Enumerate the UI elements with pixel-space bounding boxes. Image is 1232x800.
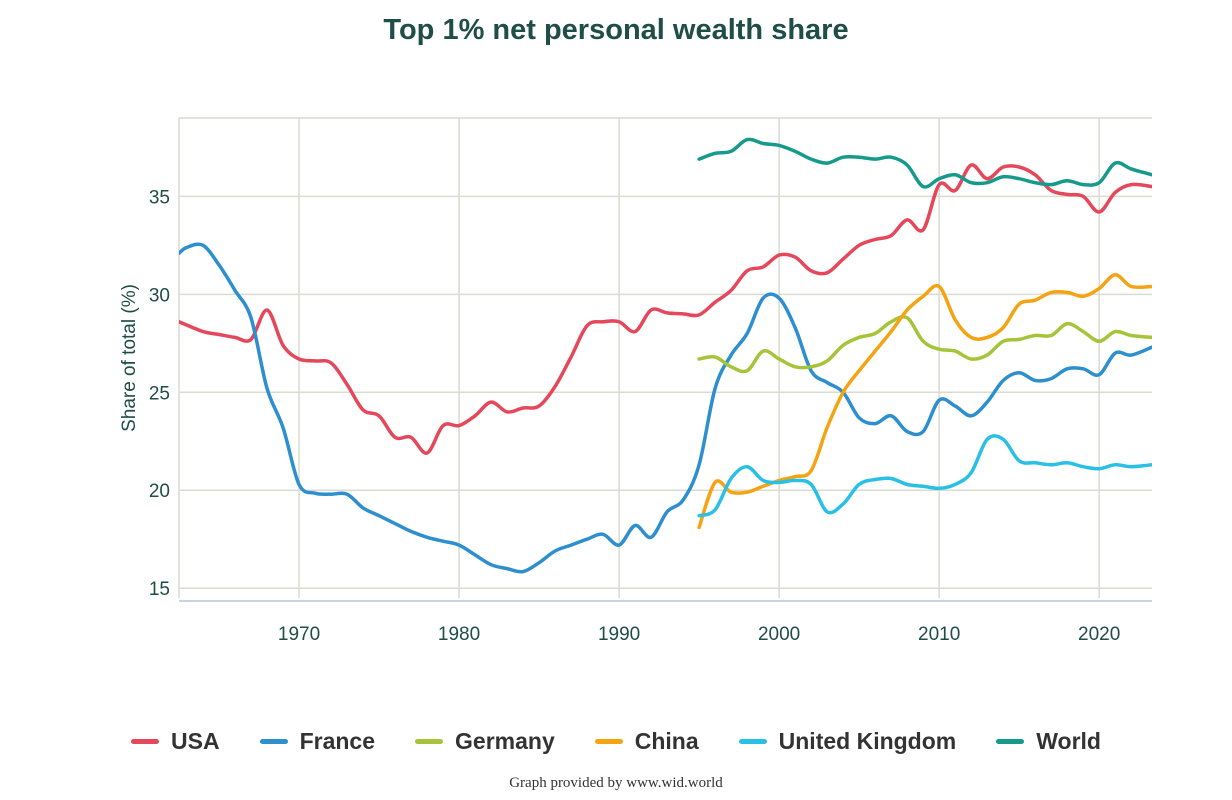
legend-label: United Kingdom	[778, 728, 957, 754]
y-tick-label: 15	[149, 579, 170, 600]
x-tick-label: 2000	[758, 624, 800, 645]
line-chart: 15 20 25 30 35 1970 1980 1990 2000 2010 2020 Share…	[119, 117, 1152, 645]
legend-item-united-kingdom[interactable]: United Kingdom	[738, 728, 957, 755]
legend-swatch	[415, 739, 444, 744]
grid	[179, 118, 1152, 598]
y-tick-label: 35	[149, 187, 170, 208]
series-line-germany	[697, 314, 1152, 374]
legend-item-world[interactable]: World	[996, 728, 1101, 755]
legend-item-germany[interactable]: Germany	[415, 728, 555, 755]
legend-label: China	[634, 728, 699, 754]
axes: 15 20 25 30 35 1970 1980 1990 2000 2010 2020	[149, 117, 1152, 645]
x-tick-label: 1990	[598, 624, 640, 645]
series-line-united-kingdom	[697, 434, 1152, 518]
series-line-france	[179, 242, 1152, 574]
y-tick-label: 20	[149, 481, 170, 502]
legend-swatch	[131, 739, 160, 744]
y-tick-label: 30	[149, 285, 170, 306]
legend-label: France	[299, 728, 376, 754]
legend: USA France Germany China United Kingdom World	[0, 728, 1232, 755]
y-tick-label: 25	[149, 383, 170, 404]
legend-label: Germany	[455, 728, 555, 754]
x-tick-label: 2010	[918, 624, 960, 645]
series-lines	[179, 137, 1152, 574]
legend-item-france[interactable]: France	[259, 728, 376, 755]
legend-item-usa[interactable]: USA	[131, 728, 220, 755]
credit-text: Graph provided by www.wid.world	[509, 775, 723, 791]
legend-label: World	[1036, 728, 1101, 754]
legend-swatch	[259, 739, 288, 744]
legend-swatch	[594, 739, 623, 744]
legend-swatch	[738, 739, 767, 744]
x-tick-label: 1980	[438, 624, 480, 645]
chart-title: Top 1% net personal wealth share	[383, 14, 849, 46]
legend-item-china[interactable]: China	[594, 728, 699, 755]
legend-swatch	[996, 739, 1025, 744]
series-line-usa	[179, 163, 1152, 455]
x-tick-label: 1970	[278, 624, 320, 645]
series-line-world	[697, 137, 1152, 189]
y-axis-title: Share of total (%)	[119, 284, 140, 432]
x-tick-label: 2020	[1078, 624, 1120, 645]
legend-label: USA	[171, 728, 220, 754]
